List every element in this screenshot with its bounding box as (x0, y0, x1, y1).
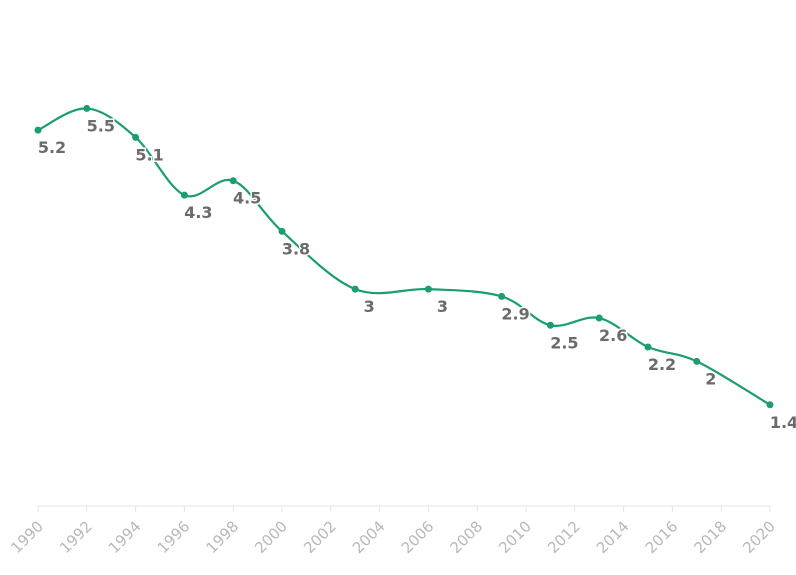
x-axis-ticks (37, 506, 771, 512)
data-point-2011 (546, 321, 554, 329)
data-point-2003 (351, 285, 359, 293)
data-label-2011: 2.5 (550, 333, 578, 352)
x-tick-label-2018: 2018 (690, 517, 730, 557)
x-tick-label-2004: 2004 (349, 517, 389, 557)
data-point-1992 (83, 104, 91, 112)
data-label-2009: 2.9 (501, 304, 529, 323)
data-point-2020 (766, 401, 774, 409)
x-tick-label-1990: 1990 (7, 517, 47, 557)
x-tick-label-1996: 1996 (154, 517, 194, 557)
data-label-1994: 5.1 (135, 145, 163, 164)
data-point-1998 (229, 177, 237, 185)
data-label-1992: 5.5 (87, 116, 115, 135)
x-tick-label-2008: 2008 (446, 517, 486, 557)
data-label-2013: 2.6 (599, 326, 627, 345)
x-tick-label-2020: 2020 (739, 517, 779, 557)
data-label-2020: 1.4 (770, 413, 796, 432)
data-point-2017 (693, 357, 701, 365)
data-point-1994 (132, 133, 140, 141)
data-label-1998: 4.5 (233, 189, 261, 208)
data-label-2015: 2.2 (648, 355, 676, 374)
data-label-2017: 2 (705, 369, 716, 388)
x-axis-tick-labels: 1990 1992 1994 1996 1998 2000 2002 2004 2006 2008… (7, 517, 779, 557)
x-tick-label-2014: 2014 (593, 517, 633, 557)
data-point-1996 (180, 191, 188, 199)
data-point-2000 (278, 227, 286, 235)
data-label-1990: 5.2 (38, 138, 66, 157)
data-points (34, 104, 774, 409)
x-tick-label-1992: 1992 (56, 517, 96, 557)
data-label-2003: 3 (364, 297, 375, 316)
data-point-2013 (595, 314, 603, 322)
x-tick-label-2006: 2006 (398, 517, 438, 557)
data-label-2000: 3.8 (282, 239, 310, 258)
x-tick-label-2012: 2012 (544, 517, 584, 557)
x-tick-label-1998: 1998 (202, 517, 242, 557)
data-label-2006: 3 (437, 297, 448, 316)
data-point-1990 (34, 126, 42, 134)
data-point-2006 (424, 285, 432, 293)
data-label-1996: 4.3 (184, 203, 212, 222)
x-tick-label-2000: 2000 (251, 517, 291, 557)
x-tick-label-2002: 2002 (300, 517, 340, 557)
data-labels: 5.2 5.5 5.1 4.3 4.5 3.8 3 3 2.9 2.5 2.6 2.2 2 1.4 (36, 115, 796, 433)
x-tick-label-2010: 2010 (495, 517, 535, 557)
x-tick-label-1994: 1994 (105, 517, 145, 557)
x-tick-label-2016: 2016 (642, 517, 682, 557)
data-point-2015 (644, 343, 652, 351)
data-point-2009 (498, 292, 506, 300)
